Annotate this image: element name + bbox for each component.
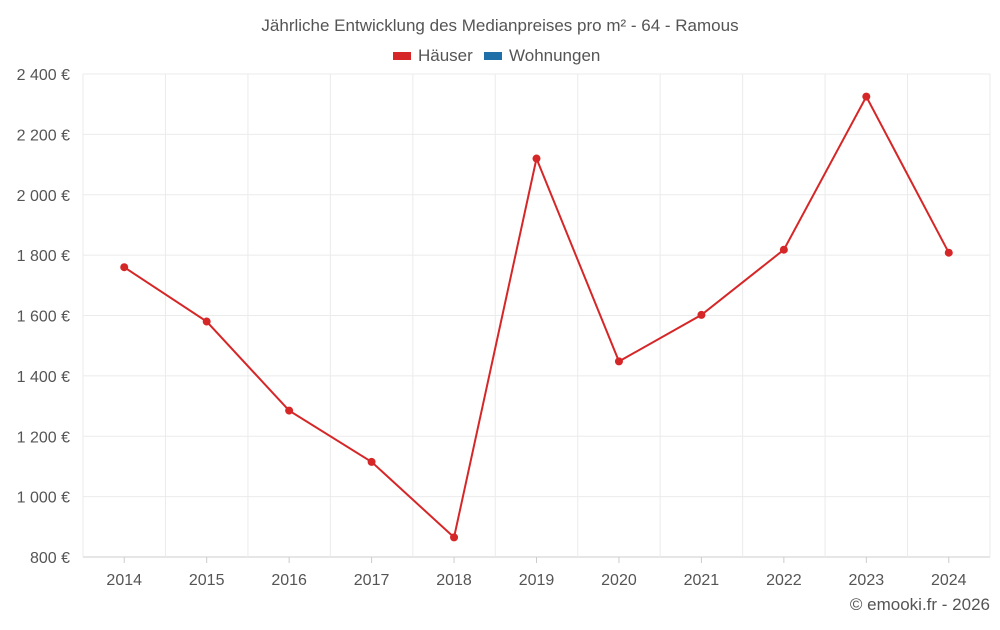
y-tick-label: 2 200 €	[17, 127, 70, 144]
y-tick-label: 1 200 €	[17, 429, 70, 446]
data-point	[779, 245, 788, 254]
credit-text: © emooki.fr - 2026	[850, 595, 990, 614]
x-tick-label: 2017	[354, 572, 390, 589]
y-tick-label: 1 800 €	[17, 248, 70, 265]
data-point	[697, 310, 706, 319]
x-tick-label: 2021	[684, 572, 720, 589]
data-point	[285, 406, 294, 415]
data-point	[614, 357, 623, 366]
x-tick-label: 2018	[436, 572, 472, 589]
y-tick-label: 2 000 €	[17, 188, 70, 205]
data-point	[367, 457, 376, 466]
x-tick-label: 2023	[849, 572, 885, 589]
chart-title: Jährliche Entwicklung des Medianpreises …	[261, 16, 738, 35]
data-point	[944, 248, 953, 257]
data-point	[120, 263, 129, 272]
y-tick-label: 2 400 €	[17, 67, 70, 84]
x-tick-label: 2016	[271, 572, 307, 589]
legend-swatch-wohnungen	[484, 52, 502, 60]
legend-swatch-haeuser	[393, 52, 411, 60]
x-tick-label: 2020	[601, 572, 637, 589]
x-tick-label: 2022	[766, 572, 802, 589]
y-tick-label: 1 600 €	[17, 309, 70, 326]
x-tick-label: 2019	[519, 572, 555, 589]
legend: Häuser Wohnungen	[393, 46, 600, 65]
x-tick-label: 2015	[189, 572, 225, 589]
y-tick-label: 800 €	[30, 550, 70, 567]
legend-label-wohnungen[interactable]: Wohnungen	[509, 46, 600, 65]
y-tick-label: 1 400 €	[17, 369, 70, 386]
data-point	[862, 92, 871, 101]
y-tick-label: 1 000 €	[17, 490, 70, 507]
data-point	[532, 154, 541, 163]
data-point	[450, 533, 459, 542]
x-tick-label: 2024	[931, 572, 967, 589]
legend-label-haeuser[interactable]: Häuser	[418, 46, 473, 65]
x-tick-label: 2014	[106, 572, 142, 589]
data-point	[202, 317, 211, 326]
